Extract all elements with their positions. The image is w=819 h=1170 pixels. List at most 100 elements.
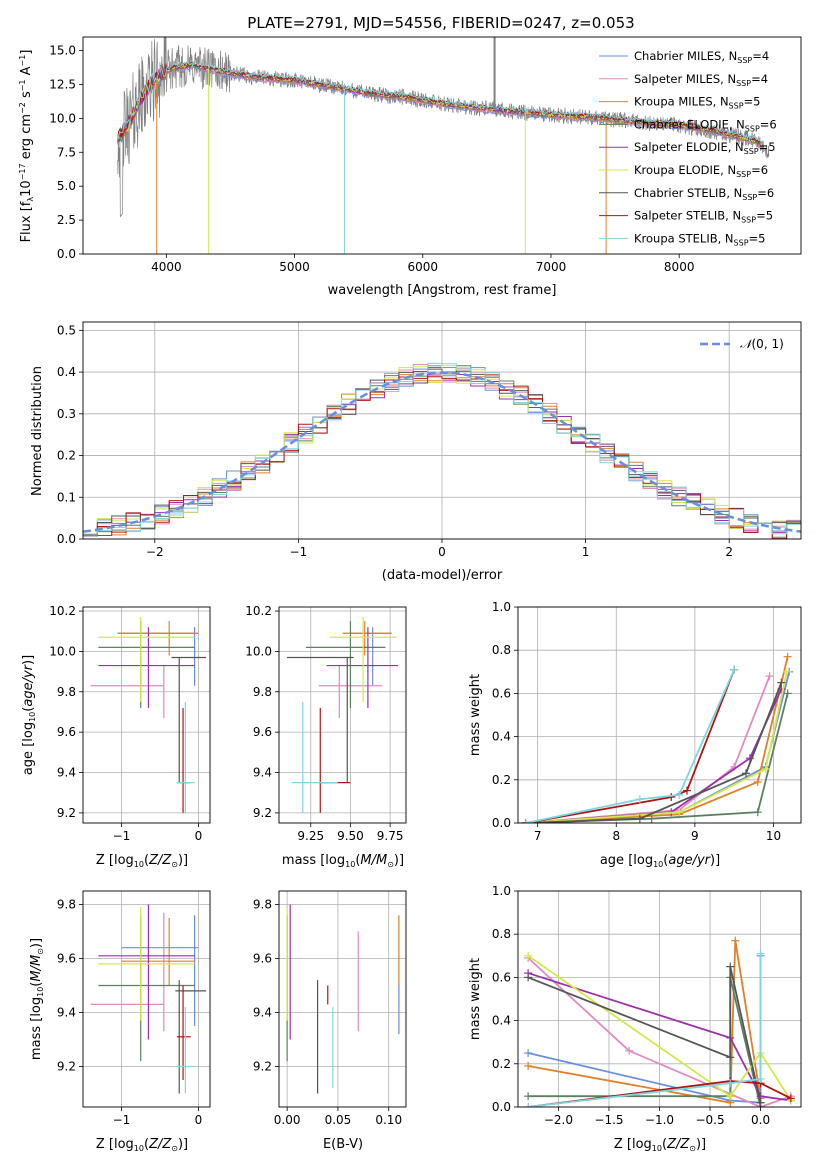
- axes-frame: [517, 606, 802, 824]
- panel-age_vs_mass: 9.25 9.50 9.75 9.2 9.4 9.6 9.8 10.0 10.2 mass [lo…: [245, 604, 407, 869]
- y-axis-label: age [log10​(age/yr)]: [21, 655, 37, 775]
- y-tick-label: 0.0: [492, 816, 511, 830]
- x-tick-label: 2: [725, 545, 733, 559]
- axes-frame: [82, 36, 802, 255]
- figure-title: PLATE=2791, MJD=54556, FIBERID=0247, z=0…: [247, 14, 634, 32]
- legend-label: Salpeter ELODIE, NSSP​=5: [634, 140, 776, 156]
- y-tick-label: 10.0: [49, 111, 76, 125]
- x-tick-label: 0: [195, 829, 203, 843]
- x-tick-label: 6000: [407, 260, 438, 274]
- y-tick-label: 0.1: [57, 490, 76, 504]
- y-tick-label: 9.2: [253, 1060, 272, 1074]
- panel-mass_vs_Z: −1 0 9.2 9.4 9.6 9.8 Z [log10​(Z/Z⊙​)] mass [lo…: [29, 890, 211, 1153]
- axes-frame: [278, 606, 407, 824]
- y-axis-label: mass weight: [468, 674, 483, 756]
- plot-area: [90, 617, 207, 813]
- x-axis-label: Z [log10​(Z/Z⊙​)]: [614, 1137, 706, 1153]
- mass-weight-line: [527, 940, 762, 1104]
- x-tick-label: 0.00: [274, 1113, 301, 1127]
- residual-histogram: [83, 365, 801, 536]
- x-axis-label: wavelength [Angstrom, rest frame]: [328, 283, 557, 298]
- y-tick-label: 10.2: [49, 604, 76, 618]
- legend-label: 𝒩(0, 1): [740, 337, 784, 351]
- normal-curve: [83, 371, 801, 533]
- x-tick-label: 8: [612, 829, 620, 843]
- legend-label: Salpeter MILES, NSSP​=4: [634, 72, 768, 88]
- axes-frame: [82, 606, 211, 824]
- y-tick-label: 9.2: [57, 806, 76, 820]
- panel-massweight_vs_age: 7 8 9 10 0.0 0.2 0.4 0.6 0.8 1.0 age [log10​(age/y…: [468, 600, 802, 869]
- x-tick-label: 9.25: [297, 829, 324, 843]
- y-tick-label: 0.4: [492, 730, 511, 744]
- plot-area: [286, 617, 399, 813]
- y-tick-label: 1.0: [492, 884, 511, 898]
- y-tick-label: 10.0: [49, 644, 76, 658]
- x-tick-label: −1: [113, 1113, 131, 1127]
- x-tick-label: −1: [113, 829, 131, 843]
- mass-weight-line: [525, 688, 783, 823]
- y-tick-label: 0.6: [492, 686, 511, 700]
- mass-weight-line: [525, 656, 789, 823]
- legend: Chabrier MILES, NSSP​=4 Salpeter MILES, N…: [599, 49, 777, 247]
- mass-weight-line: [525, 669, 736, 823]
- y-tick-label: 0.8: [492, 927, 511, 941]
- x-axis-label: Z [log10​(Z/Z⊙​)]: [96, 1137, 188, 1153]
- panel-mass_vs_EBV: 0.00 0.05 0.10 9.2 9.4 9.6 9.8 E(B-V): [253, 890, 407, 1152]
- panel-residuals: −2 −1 0 1 2 0.0 0.1 0.2 0.3 0.4 0.5 𝒩(0, 1) (data-mo…: [30, 321, 802, 583]
- x-tick-label: −1.5: [594, 1113, 623, 1127]
- y-tick-label: 9.6: [253, 952, 272, 966]
- y-tick-label: 0.5: [57, 323, 76, 337]
- y-axis-label: Flux [fλ​10−17​ erg cm−2​ s−1​ A−1​]: [18, 50, 35, 243]
- x-tick-label: 9.75: [377, 829, 404, 843]
- x-axis-label: mass [log10​(M/M⊙​)]: [282, 853, 404, 869]
- x-tick-label: 7000: [536, 260, 567, 274]
- legend-label: Chabrier ELODIE, NSSP​=6: [634, 117, 777, 133]
- plot-area: [83, 362, 801, 539]
- legend-label: Kroupa ELODIE, NSSP​=6: [634, 163, 768, 179]
- plot-area: [521, 652, 794, 823]
- legend-label: Chabrier MILES, NSSP​=4: [634, 49, 769, 65]
- mass-weight-line: [525, 671, 788, 823]
- x-tick-label: −0.5: [695, 1113, 724, 1127]
- x-tick-label: 0: [438, 545, 446, 559]
- x-tick-label: 7: [534, 829, 542, 843]
- mass-weight-line: [527, 955, 792, 1102]
- x-tick-label: 10: [766, 829, 781, 843]
- mass-weight-line: [527, 957, 792, 1107]
- x-tick-label: 9: [691, 829, 699, 843]
- x-tick-label: 8000: [664, 260, 695, 274]
- axes-frame: [517, 890, 802, 1108]
- x-tick-label: 0.10: [375, 1113, 402, 1127]
- y-axis-label: mass weight: [468, 958, 483, 1040]
- mass-weight-line: [528, 953, 762, 1107]
- y-axis-label: Normed distribution: [30, 366, 45, 496]
- panel-age_vs_Z: −1 0 9.2 9.4 9.6 9.8 10.0 10.2 Z [log10​(Z/Z⊙​)]…: [21, 604, 211, 869]
- y-tick-label: 10.2: [245, 604, 272, 618]
- x-axis-label: Z [log10​(Z/Z⊙​)]: [96, 853, 188, 869]
- y-tick-label: 0.4: [492, 1014, 511, 1028]
- plot-area: [117, 37, 770, 254]
- mass-weight-line: [527, 972, 792, 1102]
- y-tick-label: 1.0: [492, 600, 511, 614]
- x-axis-label: age [log10​(age/yr)]: [600, 853, 720, 869]
- y-axis-label-text: age [log10​(age/yr)]: [21, 655, 37, 775]
- y-tick-label: 0.2: [57, 449, 76, 463]
- axes-frame: [82, 890, 211, 1108]
- y-tick-label: 9.8: [57, 898, 76, 912]
- y-tick-label: 10.0: [245, 644, 272, 658]
- y-tick-label: 9.4: [253, 1006, 272, 1020]
- y-tick-label: 12.5: [49, 77, 76, 91]
- legend: 𝒩(0, 1): [700, 337, 784, 351]
- y-tick-label: 0.0: [492, 1100, 511, 1114]
- mass-weight-line: [527, 955, 762, 1104]
- mass-weight-line: [527, 966, 762, 1103]
- plot-area: [90, 904, 207, 1094]
- y-axis-label-text: mass [log10​(M/M⊙​)]: [29, 938, 45, 1060]
- y-tick-label: 9.8: [253, 898, 272, 912]
- y-tick-label: 0.8: [492, 643, 511, 657]
- y-axis-label-text: Flux [fλ​10−17​ erg cm−2​ s−1​ A−1​]: [18, 50, 35, 243]
- y-tick-label: 0.0: [57, 532, 76, 546]
- panel-spectrum: 4000 5000 6000 7000 8000 0.0 2.5 5.0 7.5 10.0 12.5…: [18, 36, 802, 298]
- axes-frame: [82, 321, 802, 540]
